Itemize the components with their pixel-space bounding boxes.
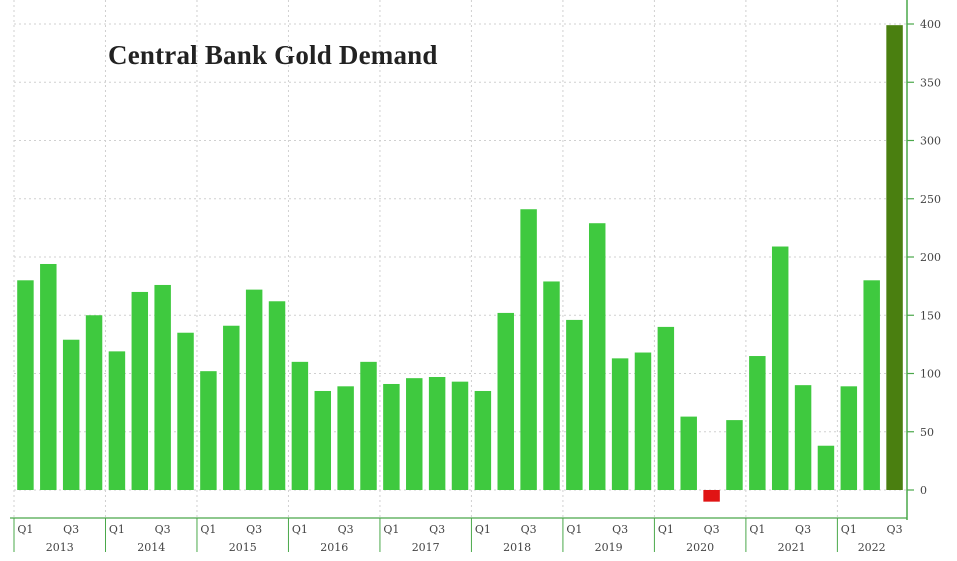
x-quarter-label: Q1 xyxy=(566,523,582,536)
bar xyxy=(566,319,583,490)
x-quarter-label: Q3 xyxy=(246,523,262,536)
bar xyxy=(17,280,34,490)
bar xyxy=(611,358,629,490)
bar xyxy=(177,332,194,490)
x-year-label: 2017 xyxy=(412,541,440,554)
x-quarter-label: Q1 xyxy=(475,523,491,536)
bar xyxy=(703,490,720,502)
x-quarter-label: Q3 xyxy=(704,523,720,536)
x-year-label: 2015 xyxy=(229,541,257,554)
y-tick-label: 200 xyxy=(920,251,941,264)
x-quarter-label: Q1 xyxy=(109,523,125,536)
y-tick-label: 50 xyxy=(920,426,934,439)
x-year-label: 2014 xyxy=(137,541,165,554)
bar xyxy=(726,420,743,490)
bar xyxy=(657,326,675,490)
bar xyxy=(360,361,377,490)
bar xyxy=(108,351,126,490)
bar xyxy=(497,312,514,490)
x-quarter-label: Q3 xyxy=(521,523,537,536)
x-quarter-label: Q1 xyxy=(841,523,857,536)
x-quarter-label: Q3 xyxy=(63,523,79,536)
bar xyxy=(634,352,652,490)
x-year-label: 2020 xyxy=(686,541,714,554)
bar xyxy=(771,246,789,490)
bar xyxy=(314,390,332,490)
x-quarter-label: Q3 xyxy=(612,523,628,536)
x-quarter-label: Q1 xyxy=(383,523,399,536)
bar xyxy=(85,315,103,490)
y-tick-label: 100 xyxy=(920,368,941,381)
x-year-label: 2019 xyxy=(595,541,623,554)
chart-title: Central Bank Gold Demand xyxy=(108,40,438,70)
bar xyxy=(383,383,400,490)
x-year-label: 2016 xyxy=(320,541,348,554)
y-tick-label: 0 xyxy=(920,484,927,497)
bar xyxy=(840,386,858,490)
y-tick-label: 150 xyxy=(920,309,941,322)
bar xyxy=(154,284,171,490)
x-year-label: 2021 xyxy=(778,541,806,554)
bar xyxy=(428,376,446,490)
bar xyxy=(474,390,492,490)
bar xyxy=(223,325,240,490)
y-tick-label: 350 xyxy=(920,76,941,89)
y-tick-label: 250 xyxy=(920,193,941,206)
x-quarter-label: Q1 xyxy=(292,523,308,536)
bar xyxy=(200,371,217,490)
x-quarter-label: Q3 xyxy=(429,523,445,536)
y-tick-label: 400 xyxy=(920,18,941,31)
bar xyxy=(131,291,149,490)
bar xyxy=(62,339,80,490)
bar xyxy=(749,356,766,490)
y-tick-label: 300 xyxy=(920,135,941,148)
bar xyxy=(451,381,469,490)
x-quarter-label: Q1 xyxy=(17,523,33,536)
bar xyxy=(520,209,537,491)
x-quarter-label: Q1 xyxy=(200,523,216,536)
x-quarter-label: Q3 xyxy=(155,523,171,536)
x-year-label: 2013 xyxy=(46,541,74,554)
bar xyxy=(268,301,286,490)
bar xyxy=(337,386,354,490)
x-quarter-label: Q1 xyxy=(749,523,765,536)
x-year-label: 2022 xyxy=(858,541,886,554)
bar xyxy=(886,25,903,490)
x-year-label: 2018 xyxy=(503,541,531,554)
bar xyxy=(817,445,835,490)
x-quarter-label: Q1 xyxy=(658,523,674,536)
bar xyxy=(245,289,263,490)
x-quarter-label: Q3 xyxy=(887,523,903,536)
bar xyxy=(40,263,57,490)
bar xyxy=(794,385,812,490)
x-quarter-label: Q3 xyxy=(338,523,354,536)
bar xyxy=(863,280,880,490)
x-quarter-label: Q3 xyxy=(795,523,811,536)
bar xyxy=(588,223,606,490)
bar xyxy=(543,281,560,490)
bar xyxy=(291,361,309,490)
bar xyxy=(680,416,697,490)
bar xyxy=(406,378,423,490)
